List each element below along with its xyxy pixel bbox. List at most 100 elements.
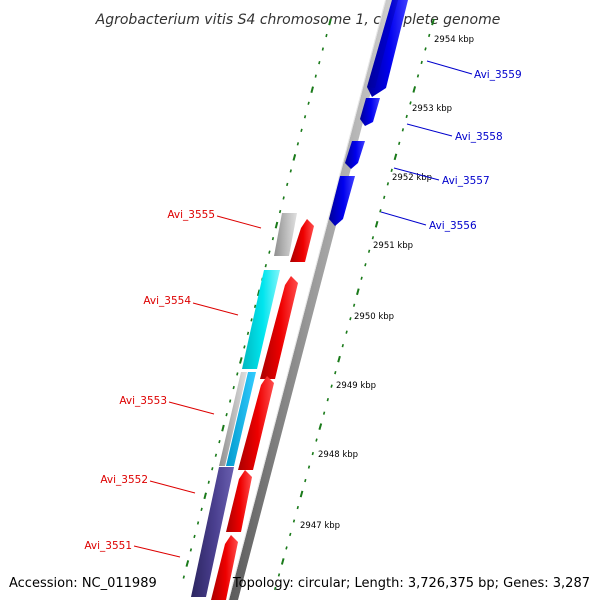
minor-tick [401,128,405,132]
gene-Avi_3558-glyph[interactable] [360,98,380,126]
major-tick [221,424,225,432]
minor-tick [289,532,292,537]
minor-tick [296,142,300,146]
minor-tick [334,370,337,375]
gene-Avi_3553-glyph[interactable] [238,376,274,470]
minor-tick [416,74,420,78]
gene-Avi_3559-glyph[interactable] [367,0,408,97]
gene-Avi_3557-glyph[interactable] [345,141,365,169]
minor-tick [352,303,356,307]
minor-tick [304,478,307,483]
gene-label-Avi_3558[interactable]: Avi_3558 [455,131,503,143]
gene-Avi_3553-sky-glyph[interactable] [226,372,256,466]
accession-text: Accession: NC_011989 [9,576,157,591]
minor-tick [207,480,210,484]
major-tick [256,289,261,297]
gene-label-Avi_3559[interactable]: Avi_3559 [474,69,522,81]
minor-tick [278,209,282,214]
major-tick [299,490,304,498]
minor-tick [322,411,326,415]
minor-tick [282,196,285,200]
minor-tick [300,128,303,133]
major-tick [337,355,341,363]
minor-tick [264,263,267,268]
kbp-tick-label: 2952 kbp [392,173,432,183]
minor-tick [379,209,382,213]
gene-Avi_3555-glyph[interactable] [290,219,314,262]
minor-tick [182,575,185,579]
gene-label-Avi_3552[interactable]: Avi_3552 [100,474,148,486]
minor-tick [398,141,401,146]
gene-Avi_3554-cyan-glyph[interactable] [242,270,280,369]
minor-tick [325,33,328,38]
minor-tick [428,33,431,38]
minor-tick [289,169,292,173]
minor-tick [405,114,408,119]
major-tick [292,154,297,161]
gene-label-Avi_3556[interactable]: Avi_3556 [429,220,477,232]
minor-tick [383,195,386,200]
minor-tick [218,440,221,444]
minor-tick [409,101,412,105]
kbp-tick-labels: 2954 kbp 2953 kbp 2952 kbp 2951 kbp 2950… [300,35,474,531]
minor-tick [314,74,317,78]
minor-tick [307,465,311,469]
genome-summary-text: Topology: circular; Length: 3,726,375 bp… [232,576,590,591]
minor-tick [250,318,253,322]
minor-tick [349,317,352,321]
gene-Avi_3556-glyph[interactable] [329,176,355,226]
minor-tick [321,47,324,51]
minor-tick [296,505,299,510]
gene-label-Avi_3553[interactable]: Avi_3553 [119,395,167,407]
minor-tick [285,546,288,550]
major-tick [280,558,285,565]
minor-tick [229,399,232,403]
gene-Avi_3554-glyph[interactable] [260,276,298,379]
minor-tick [189,548,193,552]
minor-tick [386,182,390,186]
gene-label-Avi_3551[interactable]: Avi_3551 [84,540,132,552]
gene-Avi_3553-gray-glyph[interactable] [219,372,247,466]
major-tick [185,560,190,567]
gene-label-Avi_3554[interactable]: Avi_3554 [143,295,191,307]
minor-tick [315,438,318,442]
kbp-tick-label: 2950 kbp [354,312,394,322]
kbp-tick-label: 2949 kbp [336,381,376,391]
kbp-tick-label: 2947 kbp [300,521,340,531]
major-tick [356,288,360,296]
kbp-tick-label: 2954 kbp [434,35,474,45]
gene-Avi_3555-gray-glyph[interactable] [274,213,297,256]
major-tick [274,221,279,229]
kbp-tick-label: 2948 kbp [318,450,358,460]
forward-gene-callouts: Avi_3559 Avi_3558 Avi_3557 Avi_3556 [380,60,522,232]
minor-tick [303,115,307,119]
minor-tick [214,453,218,457]
minor-tick [364,263,367,267]
major-tick [374,220,379,228]
minor-tick [232,385,235,390]
major-tick [412,86,417,93]
minor-tick [390,168,393,173]
minor-tick [420,60,423,65]
gene-Avi_3552-glyph[interactable] [226,470,252,532]
minor-tick [341,343,344,348]
minor-tick [326,397,329,402]
minor-tick [286,182,289,187]
minor-tick [211,467,214,471]
gene-Avi_3552-slate-glyph[interactable] [191,467,234,597]
gene-Avi_3551-glyph[interactable] [211,535,238,600]
gene-label-Avi_3555[interactable]: Avi_3555 [167,209,215,221]
minor-tick [367,249,371,253]
major-tick [318,423,323,430]
minor-tick [307,101,310,105]
minor-tick [330,384,333,388]
minor-tick [200,507,203,512]
major-tick [431,18,435,26]
major-tick [239,357,243,364]
gene-label-Avi_3557[interactable]: Avi_3557 [442,175,490,187]
major-tick [203,492,207,500]
minor-tick [243,345,246,349]
minor-tick [225,412,228,417]
minor-tick [274,586,277,591]
minor-tick [277,573,281,577]
